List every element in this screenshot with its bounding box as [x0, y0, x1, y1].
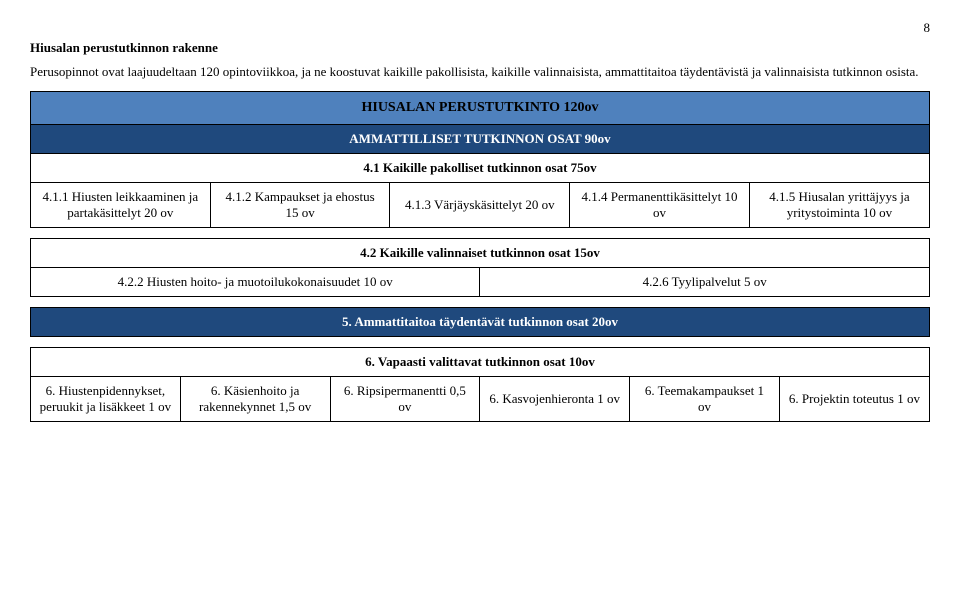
cell-4-1-3: 4.1.3 Värjäyskäsittelyt 20 ov	[390, 182, 570, 227]
structure-table: HIUSALAN PERUSTUTKINTO 120ov AMMATTILLIS…	[30, 91, 930, 422]
cell-6-4: 6. Kasvojenhieronta 1 ov	[480, 376, 630, 421]
row-6: 6. Vapaasti valittavat tutkinnon osat 10…	[31, 347, 930, 376]
page-number: 8	[30, 20, 930, 36]
row-4-1: 4.1 Kaikille pakolliset tutkinnon osat 7…	[31, 153, 930, 182]
page-heading: Hiusalan perustutkinnon rakenne	[30, 40, 930, 56]
cell-6-2: 6. Käsienhoito ja rakennekynnet 1,5 ov	[180, 376, 330, 421]
row-4-2: 4.2 Kaikille valinnaiset tutkinnon osat …	[31, 238, 930, 267]
spacer	[31, 227, 930, 238]
intro-paragraph: Perusopinnot ovat laajuudeltaan 120 opin…	[30, 64, 930, 81]
row-5: 5. Ammattitaitoa täydentävät tutkinnon o…	[31, 307, 930, 336]
title-bar: HIUSALAN PERUSTUTKINTO 120ov	[31, 91, 930, 124]
cell-6-5: 6. Teemakampaukset 1 ov	[630, 376, 780, 421]
cell-6-1: 6. Hiustenpidennykset, peruukit ja lisäk…	[31, 376, 181, 421]
spacer	[31, 296, 930, 307]
cell-4-2-2: 4.2.2 Hiusten hoito- ja muotoilukokonais…	[31, 267, 480, 296]
cell-4-1-2: 4.1.2 Kampaukset ja ehostus 15 ov	[210, 182, 390, 227]
cell-4-1-4: 4.1.4 Permanenttikäsittelyt 10 ov	[570, 182, 750, 227]
cell-6-3: 6. Ripsipermanentti 0,5 ov	[330, 376, 480, 421]
section-header-ammatilliset: AMMATTILLISET TUTKINNON OSAT 90ov	[31, 124, 930, 153]
cell-4-2-6: 4.2.6 Tyylipalvelut 5 ov	[480, 267, 930, 296]
cell-4-1-5: 4.1.5 Hiusalan yrittäjyys ja yritystoimi…	[749, 182, 929, 227]
cell-6-6: 6. Projektin toteutus 1 ov	[779, 376, 929, 421]
spacer	[31, 336, 930, 347]
cell-4-1-1: 4.1.1 Hiusten leikkaaminen ja partakäsit…	[31, 182, 211, 227]
